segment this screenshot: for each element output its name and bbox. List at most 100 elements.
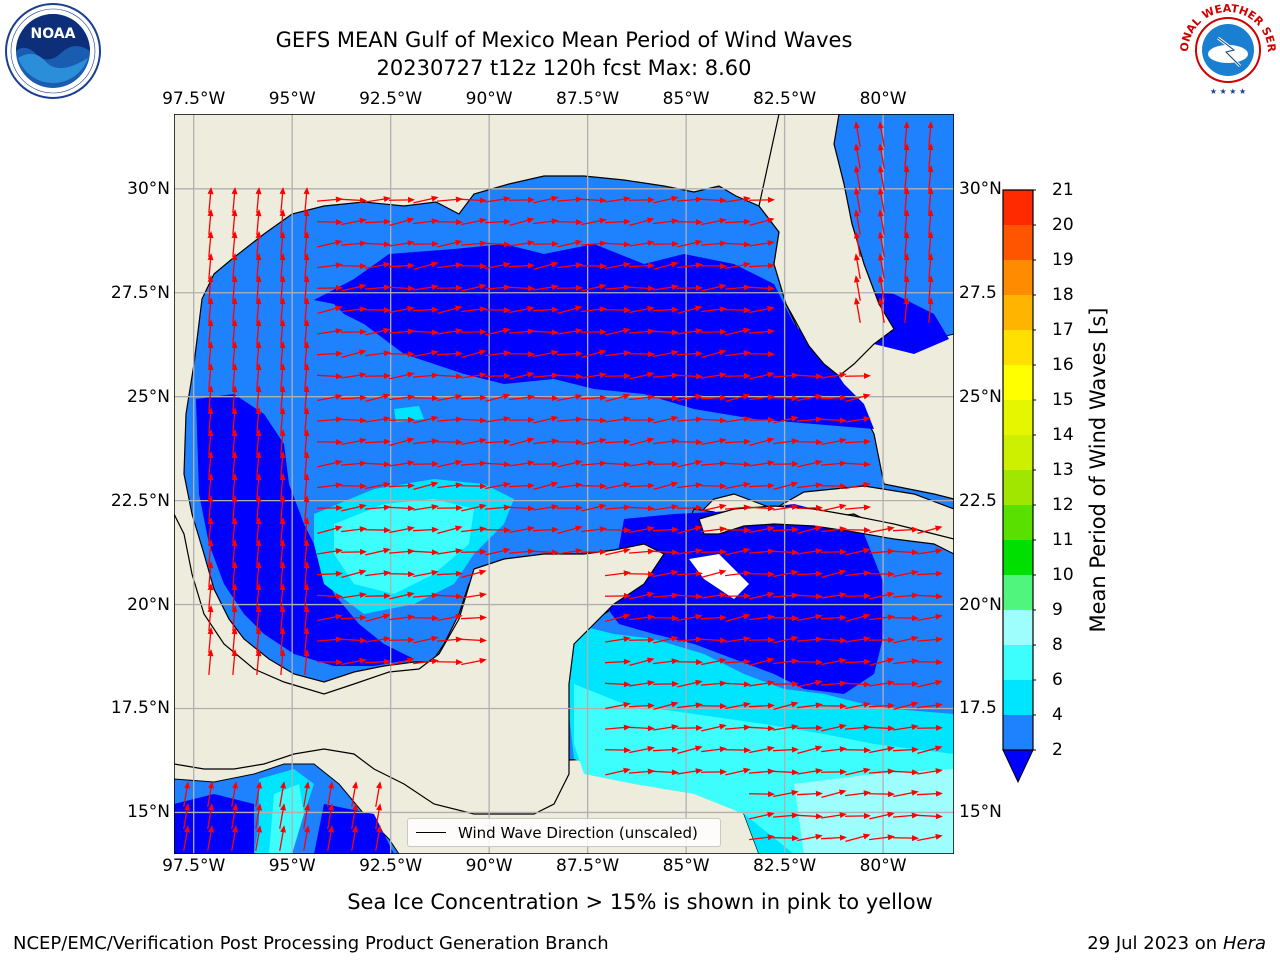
- wind-arrow: [700, 417, 727, 424]
- wind-arrow: [207, 627, 214, 654]
- wind-arrow: [279, 451, 286, 478]
- wind-arrow: [509, 437, 535, 446]
- wind-arrow: [303, 341, 310, 368]
- wind-arrow: [677, 768, 703, 775]
- wind-arrow: [461, 592, 487, 599]
- wind-arrow: [652, 615, 679, 622]
- wind-arrow: [844, 504, 871, 511]
- y-tick-label: 20°N: [959, 594, 1002, 615]
- wind-arrow: [652, 240, 679, 247]
- colorbar-extend-triangle: [1002, 749, 1034, 784]
- wind-arrow: [412, 395, 439, 402]
- wind-arrow: [279, 253, 286, 280]
- wind-arrow: [748, 285, 775, 292]
- wind-arrow: [581, 217, 607, 226]
- wind-arrow: [676, 373, 703, 380]
- wind-arrow: [652, 549, 679, 556]
- wind-arrow: [388, 505, 415, 512]
- wind-arrow: [388, 636, 415, 643]
- x-tick-label: 92.5°W: [359, 856, 423, 876]
- wind-arrow: [844, 747, 871, 754]
- wind-arrow: [351, 825, 358, 851]
- x-tick-label: 85°W: [662, 856, 710, 876]
- wind-arrow: [725, 393, 751, 402]
- wind-arrow: [892, 812, 919, 819]
- wind-arrow: [231, 407, 238, 434]
- wind-arrow: [927, 209, 934, 236]
- wind-arrow: [532, 329, 559, 336]
- wind-arrow: [340, 483, 367, 490]
- wind-arrow: [365, 327, 391, 336]
- wind-arrow: [255, 825, 262, 851]
- x-tick-label: 95°W: [268, 89, 316, 109]
- wind-arrow: [796, 790, 823, 797]
- wind-arrow: [605, 350, 631, 357]
- wind-arrow: [844, 592, 871, 599]
- wind-arrow: [653, 284, 679, 291]
- wind-arrow: [413, 195, 439, 204]
- wind-arrow: [303, 363, 310, 390]
- wind-arrow: [892, 526, 919, 533]
- wind-arrow: [580, 328, 607, 335]
- wind-arrow: [508, 505, 535, 512]
- chart-title: GEFS MEAN Gulf of Mexico Mean Period of …: [275, 28, 853, 52]
- y-tick-label: 30°N: [127, 178, 170, 199]
- wind-arrow: [255, 583, 262, 610]
- footer-date-text: 29 Jul 2023 on: [1087, 933, 1223, 954]
- wind-arrow: [927, 253, 934, 280]
- wind-arrow: [652, 329, 679, 336]
- wind-arrow: [820, 703, 847, 710]
- wind-arrow: [796, 636, 823, 643]
- wind-arrow: [869, 657, 895, 666]
- wind-arrow: [749, 394, 775, 401]
- x-tick-label: 97.5°W: [162, 89, 226, 109]
- wind-arrow: [437, 239, 463, 248]
- wind-arrow: [484, 241, 511, 248]
- wind-arrow: [878, 187, 885, 213]
- wind-arrow: [605, 481, 631, 490]
- wind-arrow: [820, 637, 847, 644]
- wind-arrow: [388, 351, 415, 358]
- wind-arrow: [869, 591, 895, 600]
- wind-arrow: [279, 275, 286, 302]
- wind-arrow: [893, 658, 919, 665]
- x-tick-label: 85°W: [662, 89, 710, 109]
- wind-arrow: [878, 165, 885, 191]
- wind-arrow: [412, 329, 439, 336]
- wind-arrow: [820, 548, 847, 555]
- wind-arrow: [749, 614, 775, 621]
- wind-arrow: [388, 196, 415, 203]
- wind-arrow: [748, 416, 775, 423]
- wind-arrow: [653, 218, 679, 225]
- wind-arrow: [413, 218, 439, 225]
- wind-arrow: [255, 407, 262, 434]
- x-tick-label: 80°W: [859, 856, 907, 876]
- wind-arrow: [317, 459, 343, 468]
- wind-arrow: [508, 548, 535, 555]
- wind-arrow: [629, 591, 655, 600]
- wind-arrow: [628, 505, 655, 512]
- wind-arrow: [724, 241, 751, 248]
- wind-arrow: [436, 504, 463, 511]
- wind-arrow: [581, 349, 607, 358]
- wind-arrow: [844, 372, 871, 379]
- wind-arrow: [557, 262, 583, 269]
- wind-arrow: [364, 307, 391, 314]
- y-tick-label: 27.5°N: [110, 282, 170, 303]
- wind-arrow: [772, 812, 799, 819]
- wind-arrow: [364, 241, 391, 248]
- wind-arrow: [303, 473, 310, 500]
- wind-arrow: [437, 262, 463, 269]
- wind-arrow: [821, 592, 847, 599]
- wind-arrow: [436, 196, 463, 203]
- wind-arrow: [351, 803, 358, 829]
- wind-arrow: [436, 570, 463, 577]
- wind-arrow: [821, 503, 847, 512]
- wind-arrow: [207, 605, 214, 632]
- wind-arrow: [341, 283, 367, 292]
- longer-period-region: [254, 406, 954, 854]
- wind-arrow: [676, 593, 703, 600]
- wind-arrow: [629, 460, 655, 467]
- wind-arrow: [581, 437, 607, 446]
- wind-arrow: [461, 569, 487, 578]
